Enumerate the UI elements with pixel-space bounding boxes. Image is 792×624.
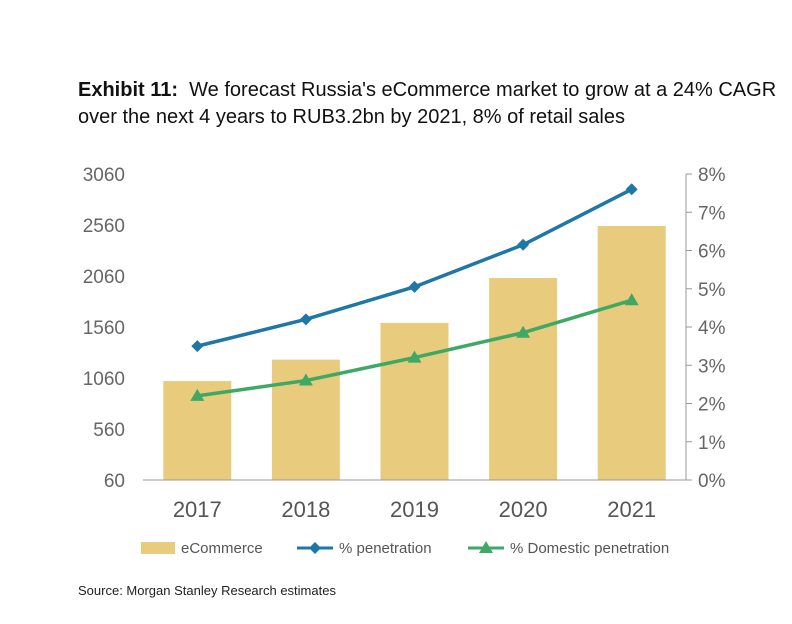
penetration-line	[196, 187, 633, 348]
penetration-point-2018	[299, 313, 312, 326]
domestic-penetration-point-2020	[516, 325, 531, 338]
domestic-penetration-point-2019	[407, 350, 422, 363]
domestic-penetration-point-2018	[298, 373, 313, 386]
domestic-penetration-point-2021	[624, 293, 639, 306]
penetration-point-2017	[191, 340, 204, 353]
right-axis-tick-label: 7%	[698, 203, 726, 224]
right-axis-tick-label: 6%	[698, 242, 726, 263]
legend-marker-penetration	[309, 542, 321, 554]
left-axis-tick-label: 2060	[83, 267, 125, 288]
left-axis-tick-label: 1060	[83, 369, 125, 390]
category-label: 2021	[607, 497, 656, 522]
right-axis-tick-label: 0%	[698, 471, 726, 492]
left-axis-tick-label: 60	[104, 471, 125, 492]
legend-label-ecommerce: eCommerce	[181, 540, 263, 557]
exhibit-label: Exhibit 11:	[78, 79, 179, 101]
left-axis-tick-label: 1560	[83, 318, 125, 339]
legend-marker-domestic-penetration	[479, 541, 493, 553]
penetration-point-2020	[517, 238, 530, 251]
right-axis-tick-label: 1%	[698, 433, 726, 454]
title-text: We forecast Russia's eCommerce market to…	[78, 79, 777, 128]
left-axis-tick-label: 3060	[83, 165, 125, 186]
chart-title: Exhibit 11: We forecast Russia's eCommer…	[78, 77, 778, 131]
category-label: 2018	[281, 497, 330, 522]
legend-label-penetration: % penetration	[339, 540, 432, 557]
category-label: 2017	[173, 497, 222, 522]
legend-swatch-ecommerce	[141, 542, 175, 554]
right-axis-tick-label: 3%	[698, 356, 726, 377]
left-axis-tick-label: 560	[93, 420, 125, 441]
left-axis-tick-label: 2560	[83, 216, 125, 237]
category-label: 2019	[390, 497, 439, 522]
source-note: Source: Morgan Stanley Research estimate…	[78, 583, 336, 598]
category-label: 2020	[499, 497, 548, 522]
right-axis-tick-label: 4%	[698, 318, 726, 339]
bar-ecommerce-2020	[489, 278, 558, 480]
bar-ecommerce-2021	[597, 226, 666, 480]
right-axis-tick-label: 2%	[698, 395, 726, 416]
right-axis-tick-label: 5%	[698, 280, 726, 301]
penetration-point-2019	[408, 280, 421, 293]
bar-ecommerce-2019	[380, 322, 449, 480]
legend-label-domestic-penetration: % Domestic penetration	[510, 540, 669, 557]
domestic-penetration-point-2017	[190, 388, 205, 401]
right-axis-tick-label: 8%	[698, 165, 726, 186]
penetration-point-2021	[625, 183, 638, 196]
